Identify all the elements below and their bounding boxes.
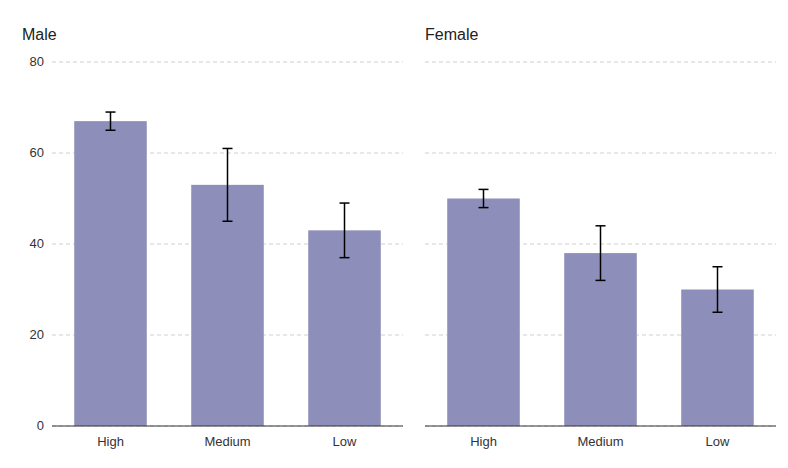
- error-bar: [596, 226, 606, 281]
- error-stem: [110, 112, 112, 130]
- grid-line: [425, 426, 776, 427]
- y-tick-label: 0: [37, 418, 44, 433]
- bar: [191, 185, 264, 426]
- error-bar: [223, 148, 233, 221]
- error-bar: [479, 189, 489, 207]
- x-axis-line: [52, 426, 403, 427]
- y-tick-label: 20: [30, 327, 44, 342]
- error-cap: [223, 221, 233, 223]
- y-tick-label: 40: [30, 236, 44, 251]
- error-cap: [596, 280, 606, 282]
- x-tick-label: High: [470, 434, 497, 449]
- x-tick-label: Medium: [204, 434, 250, 449]
- error-stem: [483, 189, 485, 207]
- error-bar: [340, 203, 350, 258]
- error-cap: [479, 207, 489, 209]
- panel: 0 20 40 60 80 High Medium Low Male: [22, 26, 403, 449]
- panel-title: Male: [22, 26, 57, 43]
- error-cap: [340, 202, 350, 204]
- grid-line: [425, 153, 776, 154]
- x-axis-line: [425, 426, 776, 427]
- panel: High Medium Low Female: [425, 26, 776, 449]
- bar: [308, 230, 381, 426]
- error-cap: [340, 257, 350, 259]
- x-tick-label: Medium: [577, 434, 623, 449]
- marks: [447, 189, 754, 426]
- grid-line: [52, 62, 403, 63]
- y-tick-label: 60: [30, 145, 44, 160]
- error-bar: [106, 112, 116, 130]
- y-tick-label: 80: [30, 54, 44, 69]
- marks: [74, 112, 381, 426]
- error-cap: [713, 312, 723, 314]
- error-cap: [223, 148, 233, 150]
- bar: [447, 199, 520, 427]
- error-cap: [596, 225, 606, 227]
- error-cap: [106, 111, 116, 113]
- panel-title: Female: [425, 26, 478, 43]
- error-stem: [600, 226, 602, 281]
- error-stem: [227, 148, 229, 221]
- grid-line: [52, 426, 403, 427]
- x-tick-label: High: [97, 434, 124, 449]
- x-tick-label: Low: [706, 434, 730, 449]
- error-stem: [344, 203, 346, 258]
- error-stem: [717, 267, 719, 313]
- error-cap: [713, 266, 723, 268]
- error-bar: [713, 267, 723, 313]
- error-cap: [479, 189, 489, 191]
- error-cap: [106, 130, 116, 132]
- chart-root: 0 20 40 60 80 High Medium Low Male High Medium Low F…: [0, 0, 788, 468]
- x-tick-label: Low: [333, 434, 357, 449]
- bar: [74, 121, 147, 426]
- grid-line: [425, 62, 776, 63]
